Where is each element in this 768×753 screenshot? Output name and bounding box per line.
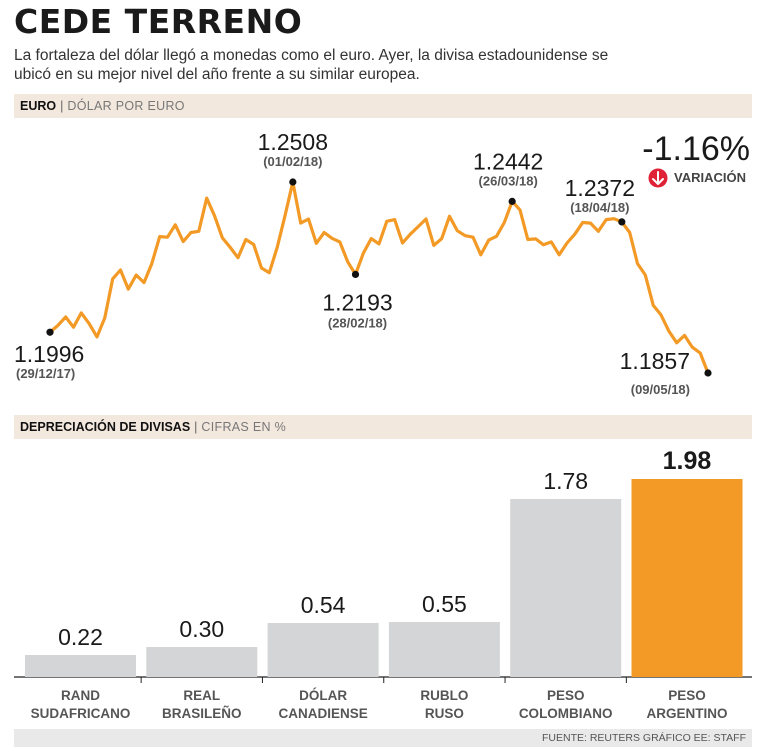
arrow-down-icon <box>648 168 668 188</box>
annotation-point <box>351 270 360 279</box>
annotation-date: (26/03/18) <box>479 173 538 188</box>
annotation-value: 1.2372 <box>565 175 635 201</box>
page-title: CEDE TERRENO <box>14 2 303 41</box>
category-label: RUBLO <box>420 688 468 703</box>
depreciation-section-unit: CIFRAS EN % <box>201 420 286 434</box>
bar-value-label: 0.30 <box>179 616 224 642</box>
category-label: REAL <box>183 688 220 703</box>
category-label: BRASILEÑO <box>162 706 242 721</box>
euro-section-unit: DÓLAR POR EURO <box>67 99 185 113</box>
bar <box>510 499 622 677</box>
bar <box>25 655 136 677</box>
category-label: CANADIENSE <box>278 706 367 721</box>
annotation-date: (29/12/17) <box>16 366 75 381</box>
euro-section-label: EURO <box>20 99 57 113</box>
variation-label: VARIACIÓN <box>674 170 746 185</box>
annotation-value: 1.2193 <box>322 289 392 315</box>
depreciation-bar-chart: 0.22 RAND SUDAFRICANO 0.30 REAL BRASILEÑO 0.54… <box>14 447 752 721</box>
bar <box>388 622 500 677</box>
annotation-point <box>289 178 297 186</box>
annotation-point <box>618 218 626 226</box>
bar-value-label: 0.22 <box>58 624 103 650</box>
annotation-value: 1.1857 <box>620 348 690 374</box>
bar <box>631 479 743 677</box>
category-label: COLOMBIANO <box>519 706 613 721</box>
annotation-date: (09/05/18) <box>631 382 690 397</box>
annotation-value: 1.1996 <box>14 341 84 367</box>
annotation-point <box>508 197 516 205</box>
variation-indicator: -1.16% VARIACIÓN <box>642 130 750 188</box>
category-label: DÓLAR <box>299 688 347 703</box>
euro-section-header: EURO | DÓLAR POR EURO <box>14 94 752 118</box>
subtitle: La fortaleza del dólar llegó a monedas c… <box>14 47 609 83</box>
category-label: RAND <box>61 688 100 703</box>
bar-value-label: 0.54 <box>301 592 346 618</box>
category-label: RUSO <box>425 706 464 721</box>
annotation-value: 1.2442 <box>473 148 543 174</box>
source-footer: FUENTE: REUTERS GRÁFICO EE: STAFF <box>14 729 752 747</box>
depreciation-section-header: DEPRECIACIÓN DE DIVISAS | CIFRAS EN % <box>14 415 752 439</box>
annotation-date: (28/02/18) <box>328 315 387 330</box>
euro-series-line <box>48 180 710 375</box>
bar-value-label: 0.55 <box>422 591 467 617</box>
variation-value: -1.16% <box>642 130 750 168</box>
section-divider: | <box>60 99 64 113</box>
bar-value-label: 1.78 <box>543 468 588 494</box>
category-label: ARGENTINO <box>647 706 728 721</box>
euro-line-chart: 1.1996(29/12/17)1.2508(01/02/18)1.2193(2… <box>14 129 712 397</box>
category-label: PESO <box>668 688 706 703</box>
category-label: PESO <box>547 688 585 703</box>
category-label: SUDAFRICANO <box>31 706 131 721</box>
annotation-date: (01/02/18) <box>263 154 322 169</box>
section-divider: | <box>194 420 198 434</box>
annotation-value: 1.2508 <box>258 129 328 155</box>
bar <box>146 647 258 677</box>
source-text: FUENTE: REUTERS GRÁFICO EE: STAFF <box>542 732 746 744</box>
annotation-date: (18/04/18) <box>570 200 629 215</box>
annotation-point <box>46 328 54 336</box>
depreciation-section-label: DEPRECIACIÓN DE DIVISAS <box>20 420 191 434</box>
bar <box>267 623 379 677</box>
bar-value-label: 1.98 <box>663 447 712 475</box>
annotation-point <box>704 369 712 377</box>
